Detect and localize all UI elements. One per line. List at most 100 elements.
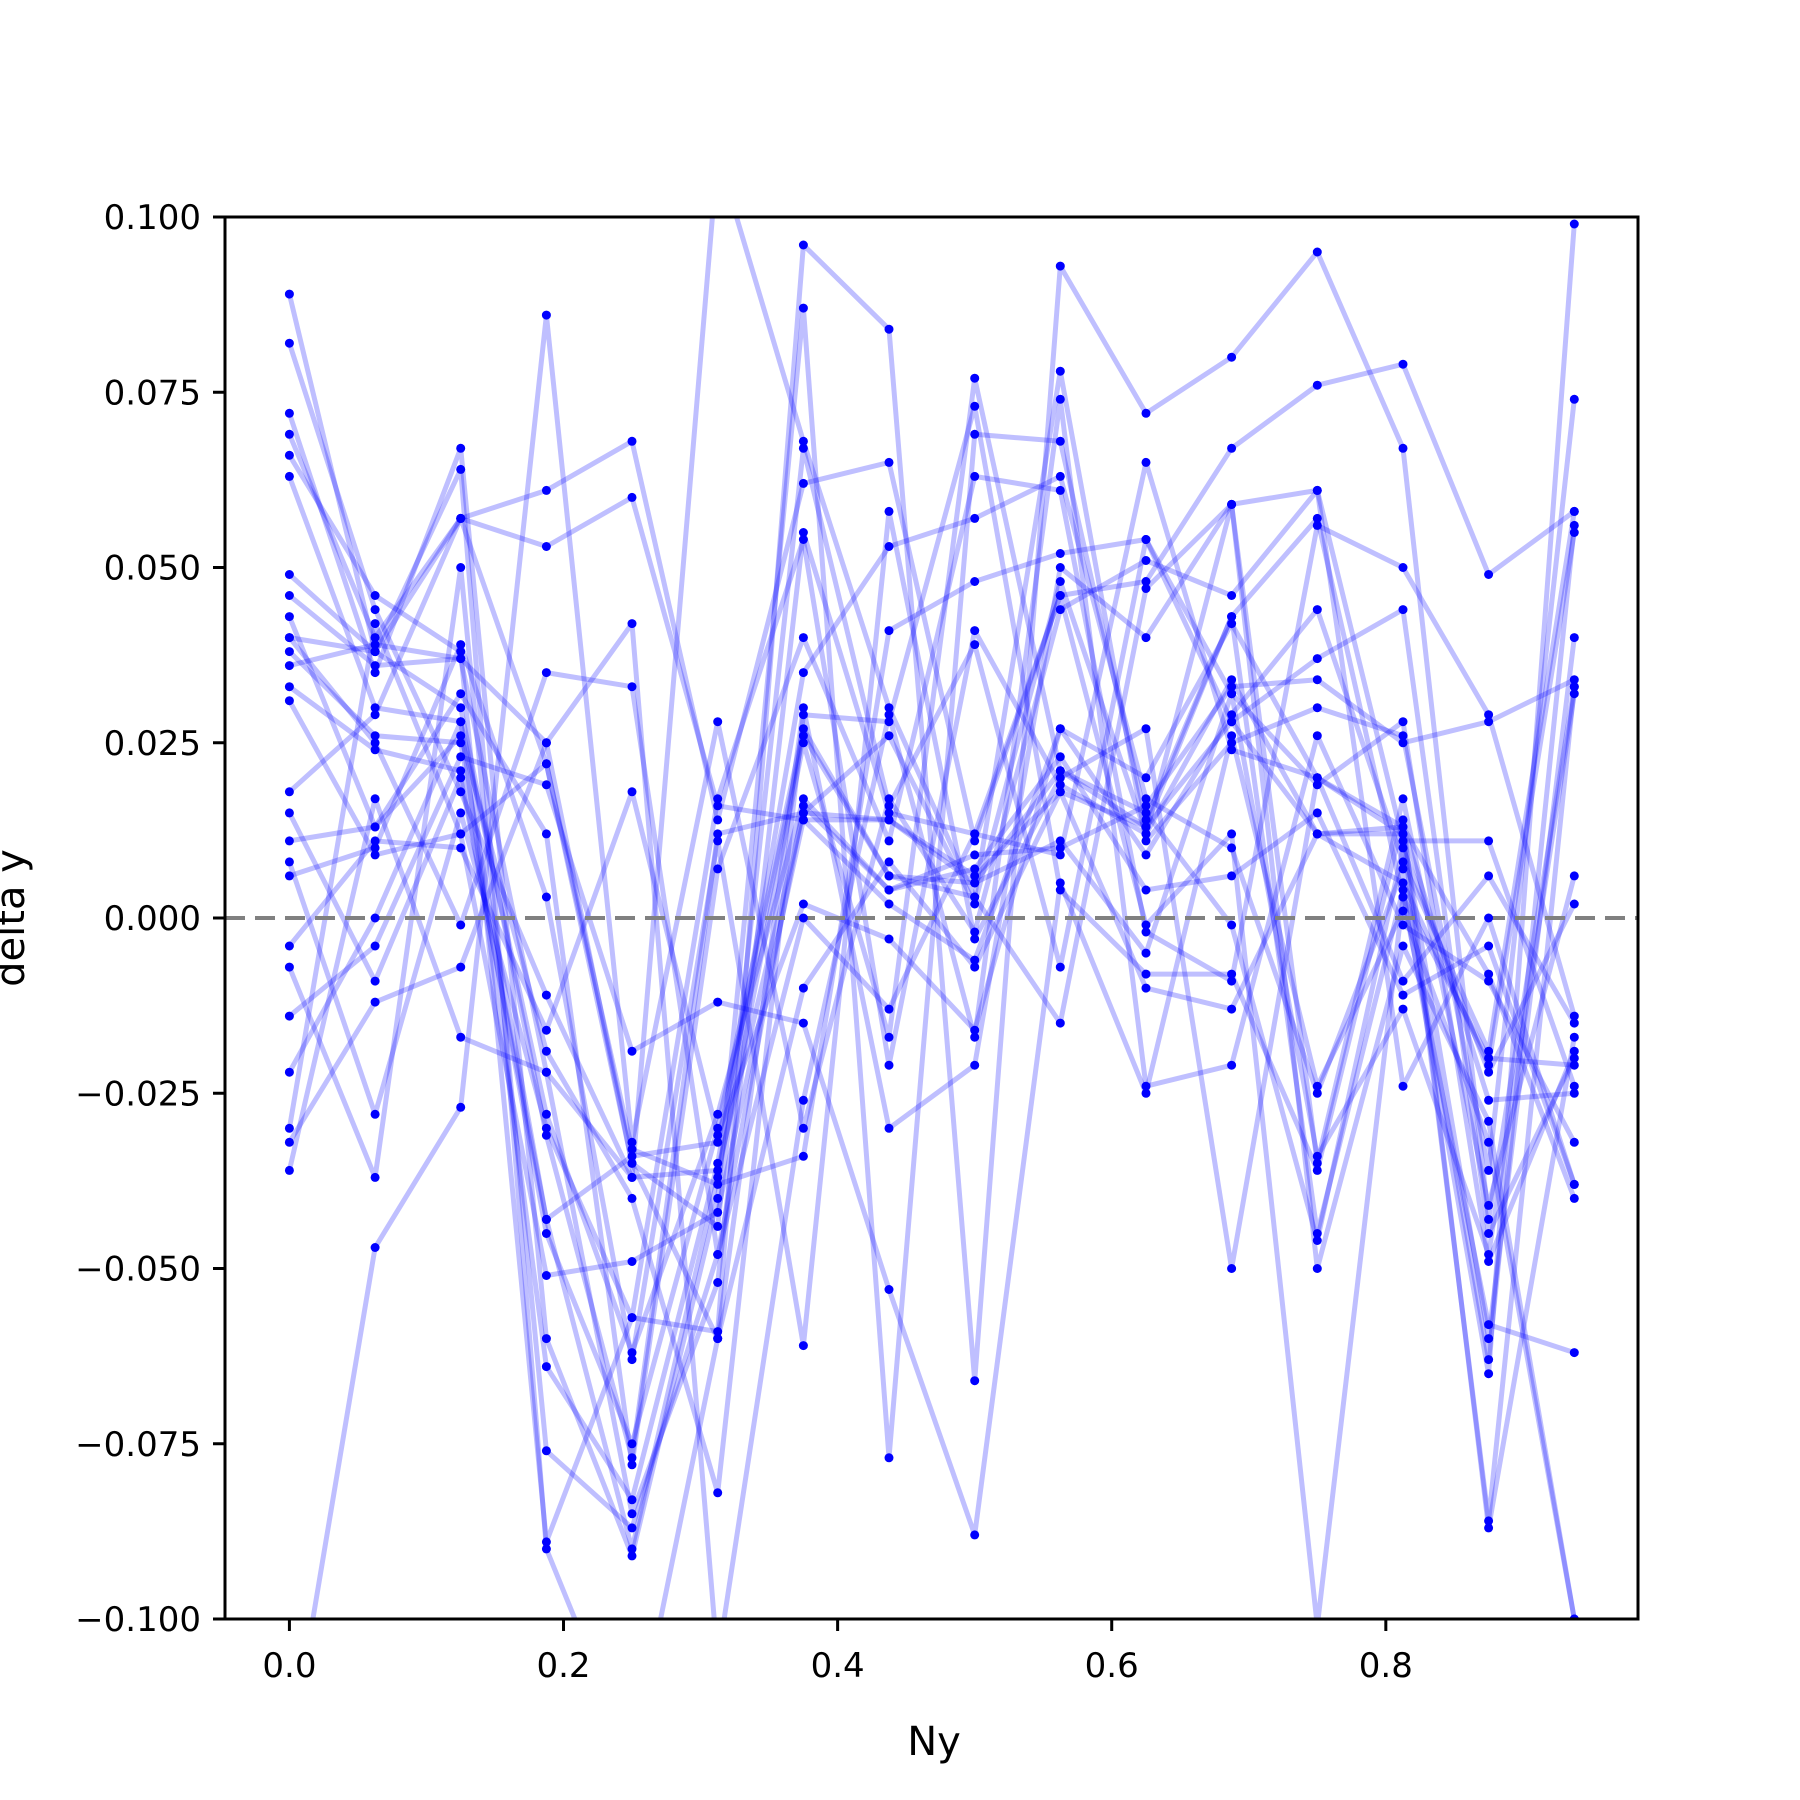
data-point	[713, 815, 723, 825]
data-point	[1569, 1032, 1579, 1042]
data-point	[1398, 822, 1408, 832]
data-point	[884, 731, 894, 741]
data-point	[1227, 352, 1237, 362]
data-point	[1484, 1053, 1494, 1063]
data-point	[627, 787, 637, 797]
x-tick-label: 0.8	[1359, 1646, 1413, 1686]
data-point	[798, 801, 808, 811]
data-point	[1398, 864, 1408, 874]
data-point	[1569, 1060, 1579, 1070]
data-point	[370, 745, 380, 755]
data-point	[798, 899, 808, 909]
data-point	[284, 289, 294, 299]
series-line-27	[286, 217, 1577, 1619]
data-point	[1227, 920, 1237, 930]
data-point	[627, 1439, 637, 1449]
data-point	[456, 787, 466, 797]
data-point	[1398, 1004, 1408, 1014]
x-tick-label: 0.4	[811, 1646, 865, 1686]
data-point	[798, 535, 808, 544]
data-point	[713, 1221, 723, 1231]
data-point	[1484, 570, 1494, 579]
data-point	[284, 338, 294, 348]
data-point	[1055, 605, 1065, 615]
data-point	[456, 829, 466, 839]
data-point	[284, 871, 294, 881]
data-point	[798, 794, 808, 804]
data-point	[1312, 675, 1322, 685]
data-point	[456, 654, 466, 664]
data-point	[1484, 1116, 1494, 1126]
data-point	[1398, 941, 1408, 951]
data-point	[370, 731, 380, 741]
data-point	[798, 1095, 808, 1105]
data-point	[1055, 773, 1065, 783]
data-point	[798, 710, 808, 720]
data-point	[284, 647, 294, 657]
x-tick-label: 0.0	[262, 1646, 316, 1686]
series-line-16	[287, 501, 1577, 1321]
data-point	[798, 1123, 808, 1133]
data-point	[713, 1179, 723, 1189]
data-point	[798, 633, 808, 643]
data-point	[1055, 724, 1065, 734]
data-point	[284, 1165, 294, 1175]
data-point	[1484, 1250, 1494, 1259]
data-point	[1055, 885, 1065, 895]
data-point	[1055, 752, 1065, 762]
data-point	[1055, 394, 1065, 404]
data-point	[627, 1355, 637, 1365]
data-point	[627, 1551, 637, 1561]
data-point	[970, 1060, 980, 1070]
data-point	[1569, 528, 1579, 537]
data-point	[1569, 689, 1579, 699]
data-point	[884, 626, 894, 636]
data-point	[884, 794, 894, 804]
series-line-5	[287, 242, 1577, 1545]
data-point	[1312, 1151, 1322, 1161]
data-point	[970, 373, 980, 383]
data-point	[370, 941, 380, 951]
data-point	[1484, 871, 1494, 881]
data-point	[1569, 394, 1579, 404]
data-point	[884, 457, 894, 467]
data-point	[541, 1229, 551, 1238]
data-point	[1398, 794, 1408, 804]
data-point	[456, 773, 466, 783]
data-point	[541, 1537, 551, 1547]
data-point	[1484, 1516, 1494, 1526]
data-point	[627, 492, 637, 502]
data-point	[456, 563, 466, 572]
data-point	[284, 962, 294, 972]
data-point	[541, 1334, 551, 1344]
data-point	[1227, 1264, 1237, 1273]
data-point	[970, 1032, 980, 1042]
data-point	[884, 857, 894, 867]
data-point	[1141, 969, 1151, 979]
data-point	[1141, 633, 1151, 643]
data-point	[370, 836, 380, 846]
data-point	[1227, 499, 1237, 509]
data-point	[713, 1334, 723, 1344]
data-point	[1312, 1229, 1322, 1238]
data-point	[1227, 745, 1237, 755]
y-tick-label: −0.075	[75, 1425, 201, 1465]
data-point	[284, 696, 294, 706]
data-point	[713, 1158, 723, 1168]
data-point	[713, 1488, 723, 1498]
data-point	[456, 1102, 466, 1112]
data-point	[1227, 829, 1237, 839]
data-point	[1484, 1067, 1494, 1077]
data-point	[284, 836, 294, 846]
y-tick-label: 0.100	[104, 198, 201, 238]
data-point	[970, 401, 980, 411]
data-point	[1312, 1081, 1322, 1091]
data-point	[1141, 773, 1151, 783]
x-tick-label: 0.6	[1085, 1646, 1139, 1686]
data-point	[1484, 1257, 1494, 1266]
series-line-12	[287, 368, 1577, 1447]
data-point	[884, 836, 894, 846]
data-point	[1312, 703, 1322, 713]
data-point	[970, 513, 980, 523]
data-point	[1055, 591, 1065, 600]
